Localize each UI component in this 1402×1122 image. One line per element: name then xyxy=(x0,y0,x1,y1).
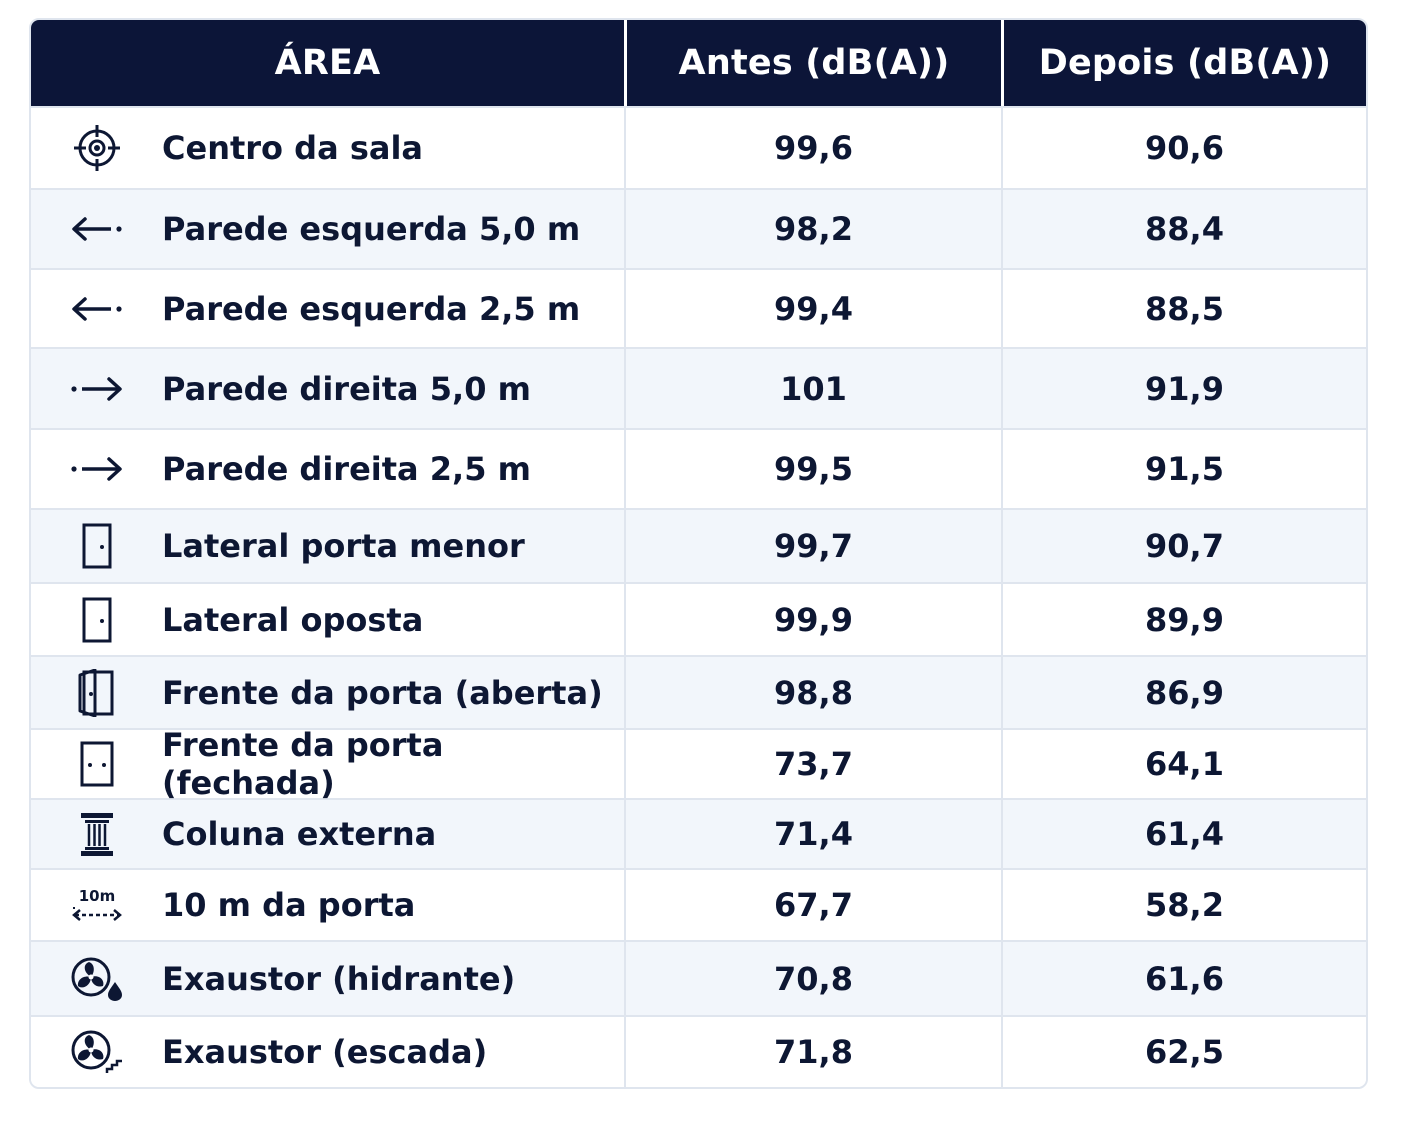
before-value: 70,8 xyxy=(624,942,1001,1015)
table-row: Lateral porta menor 99,7 90,7 xyxy=(31,508,1366,582)
before-value: 101 xyxy=(624,349,1001,428)
area-cell: Parede esquerda 5,0 m xyxy=(31,190,624,268)
arrow-right-icon xyxy=(69,444,125,494)
area-cell: Lateral porta menor xyxy=(31,510,624,582)
table-body: Centro da sala 99,6 90,6 Parede esquerda 5,… xyxy=(31,106,1366,1087)
table-row: Parede esquerda 2,5 m 99,4 88,5 xyxy=(31,268,1366,347)
after-value: 89,9 xyxy=(1001,584,1366,655)
after-value: 64,1 xyxy=(1001,730,1366,798)
after-value: 91,9 xyxy=(1001,349,1366,428)
table-row: Exaustor (hidrante) 70,8 61,6 xyxy=(31,940,1366,1015)
before-value: 99,4 xyxy=(624,270,1001,347)
before-value: 71,8 xyxy=(624,1017,1001,1087)
open-door-icon xyxy=(69,668,125,718)
crosshair-icon xyxy=(69,123,125,173)
area-cell: Coluna externa xyxy=(31,800,624,868)
area-label: Exaustor (hidrante) xyxy=(162,959,516,998)
table-row: Parede direita 2,5 m 99,5 91,5 xyxy=(31,428,1366,508)
before-value: 98,2 xyxy=(624,190,1001,268)
after-value: 90,7 xyxy=(1001,510,1366,582)
after-value: 86,9 xyxy=(1001,657,1366,728)
area-label: Parede direita 2,5 m xyxy=(162,450,531,488)
area-label: 10 m da porta xyxy=(162,886,416,924)
arrow-left-icon xyxy=(69,204,125,254)
after-value: 91,5 xyxy=(1001,430,1366,508)
arrow-right-icon xyxy=(69,364,125,414)
table-row: 10m 10 m da porta 67,7 58,2 xyxy=(31,868,1366,940)
after-value: 61,4 xyxy=(1001,800,1366,868)
table-header: ÁREA Antes (dB(A)) Depois (dB(A)) xyxy=(31,20,1366,106)
before-value: 99,6 xyxy=(624,108,1001,188)
table-row: Frente da porta (fechada) 73,7 64,1 xyxy=(31,726,1366,802)
header-area: ÁREA xyxy=(274,43,381,83)
area-cell: Frente da porta (fechada) xyxy=(31,726,624,802)
table-row: Lateral oposta 99,9 89,9 xyxy=(31,582,1366,655)
header-after: Depois (dB(A)) xyxy=(1001,20,1366,106)
arrow-left-icon xyxy=(69,284,125,334)
column-icon xyxy=(69,809,125,859)
table-row: Coluna externa 71,4 61,4 xyxy=(31,798,1366,868)
area-label: Parede esquerda 2,5 m xyxy=(162,289,581,328)
area-cell: Parede direita 2,5 m xyxy=(31,430,624,508)
fan-drop-icon xyxy=(69,954,125,1004)
svg-text:10m: 10m xyxy=(79,887,116,905)
table-row: Centro da sala 99,6 90,6 xyxy=(31,106,1366,188)
before-value: 98,8 xyxy=(624,657,1001,728)
before-value: 99,5 xyxy=(624,430,1001,508)
area-label: Lateral porta menor xyxy=(162,527,525,565)
distance-10m-icon: 10m xyxy=(69,880,125,930)
area-label: Centro da sala xyxy=(162,129,424,167)
table-row: Parede direita 5,0 m 101 91,9 xyxy=(31,347,1366,428)
closed-door-icon xyxy=(69,739,125,789)
after-value: 88,5 xyxy=(1001,270,1366,347)
table-row: Exaustor (escada) 71,8 62,5 xyxy=(31,1015,1366,1087)
after-value: 61,6 xyxy=(1001,942,1366,1015)
after-value: 62,5 xyxy=(1001,1017,1366,1087)
area-cell: Lateral oposta xyxy=(31,584,624,655)
door-icon xyxy=(69,521,125,571)
fan-stairs-icon xyxy=(69,1027,125,1077)
before-value: 71,4 xyxy=(624,800,1001,868)
area-cell: 10m 10 m da porta xyxy=(31,870,624,940)
area-cell: Frente da porta (aberta) xyxy=(31,657,624,728)
table-row: Parede esquerda 5,0 m 98,2 88,4 xyxy=(31,188,1366,268)
area-cell: Centro da sala xyxy=(31,108,624,188)
after-value: 58,2 xyxy=(1001,870,1366,940)
after-value: 88,4 xyxy=(1001,190,1366,268)
table-row: Frente da porta (aberta) 98,8 86,9 xyxy=(31,655,1366,728)
area-label: Frente da porta (aberta) xyxy=(162,673,603,712)
area-cell: Exaustor (escada) xyxy=(31,1017,624,1087)
before-value: 99,7 xyxy=(624,510,1001,582)
area-cell: Parede direita 5,0 m xyxy=(31,349,624,428)
door-icon xyxy=(69,595,125,645)
measurement-table: ÁREA Antes (dB(A)) Depois (dB(A)) Centro… xyxy=(29,18,1368,1089)
area-label: Lateral oposta xyxy=(162,600,424,639)
before-value: 99,9 xyxy=(624,584,1001,655)
area-label: Frente da porta (fechada) xyxy=(162,726,444,802)
after-value: 90,6 xyxy=(1001,108,1366,188)
before-value: 67,7 xyxy=(624,870,1001,940)
area-label: Exaustor (escada) xyxy=(162,1033,488,1071)
before-value: 73,7 xyxy=(624,730,1001,798)
area-label: Parede direita 5,0 m xyxy=(162,369,531,408)
header-before: Antes (dB(A)) xyxy=(624,20,1001,106)
area-label: Coluna externa xyxy=(162,815,437,853)
area-cell: Parede esquerda 2,5 m xyxy=(31,270,624,347)
area-label: Parede esquerda 5,0 m xyxy=(162,210,581,248)
area-cell: Exaustor (hidrante) xyxy=(31,942,624,1015)
